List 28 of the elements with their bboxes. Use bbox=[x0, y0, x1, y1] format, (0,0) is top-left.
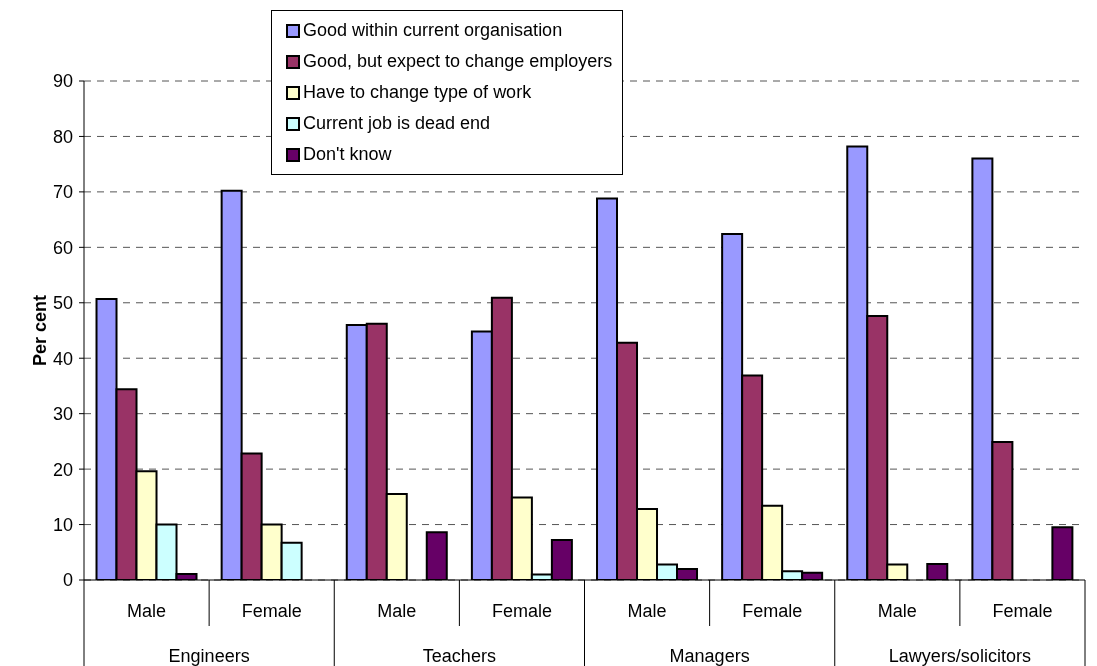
y-tick-label: 50 bbox=[52, 293, 73, 314]
legend-label: Good within current organisation bbox=[303, 19, 563, 42]
y-axis-title: Per cent bbox=[30, 294, 50, 367]
y-tick-label: 80 bbox=[52, 126, 73, 147]
text: Lawyers/solicitors bbox=[888, 646, 1031, 666]
legend-label: Don't know bbox=[303, 143, 392, 166]
x-tick-label: Male bbox=[627, 601, 667, 621]
y-tick-label: 0 bbox=[62, 570, 73, 591]
y-tick-label: 10 bbox=[52, 514, 73, 535]
y-tick-label: 70 bbox=[52, 182, 73, 203]
legend-label: Current job is dead end bbox=[303, 112, 491, 135]
x-tick-label: Female bbox=[241, 601, 302, 621]
y-tick-label: 30 bbox=[52, 404, 73, 425]
x-tick-label: Female bbox=[742, 601, 803, 621]
legend-label: Good, but expect to change employers bbox=[303, 50, 613, 73]
x-tick-label: Male bbox=[877, 601, 917, 621]
text: Engineers bbox=[168, 646, 250, 666]
x-tick-label: Female bbox=[491, 601, 552, 621]
x-tick-label: Female bbox=[992, 601, 1053, 621]
text: Managers bbox=[669, 646, 750, 666]
x-tick-label: Male bbox=[127, 601, 167, 621]
y-tick-label: 60 bbox=[52, 237, 73, 258]
y-tick-label: 20 bbox=[52, 459, 73, 480]
x-tick-label: Male bbox=[377, 601, 417, 621]
y-tick-label: 90 bbox=[52, 71, 73, 92]
legend-label: Have to change type of work bbox=[303, 81, 532, 104]
text: Teachers bbox=[422, 646, 496, 666]
y-tick-label: 40 bbox=[52, 348, 73, 369]
